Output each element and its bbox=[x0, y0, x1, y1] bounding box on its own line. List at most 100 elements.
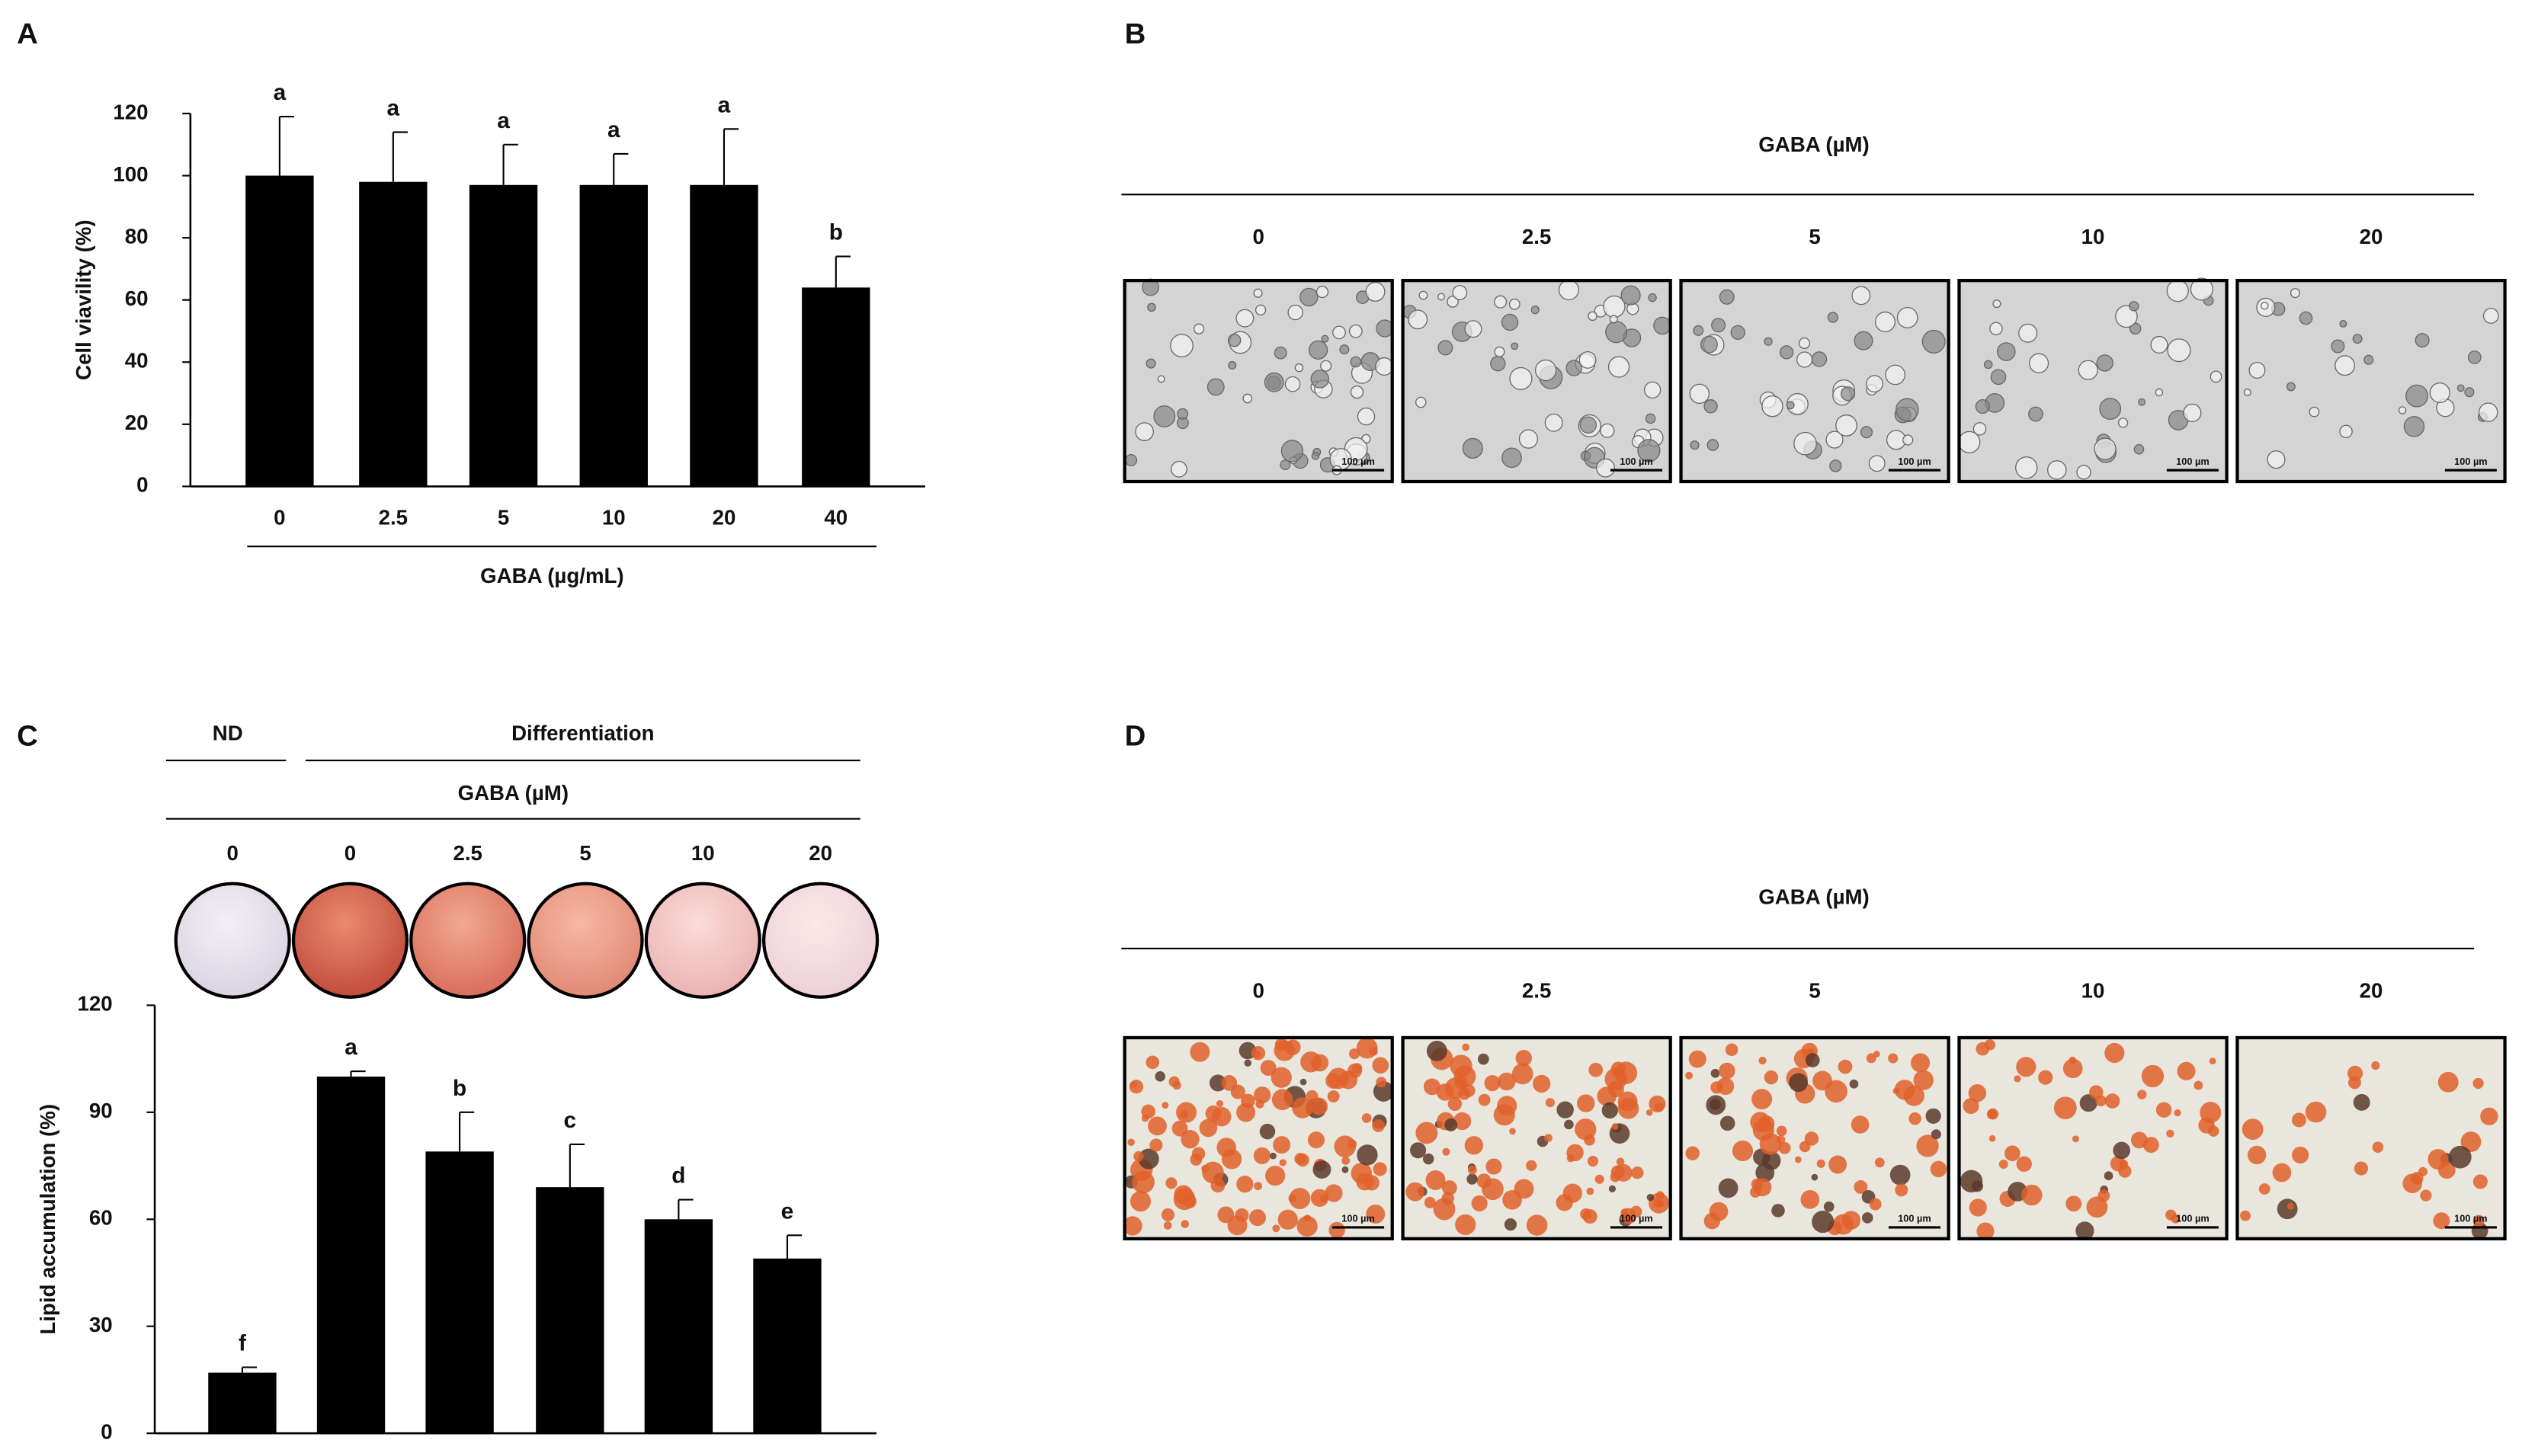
cell bbox=[2097, 1189, 2110, 1202]
cell bbox=[1608, 1185, 1617, 1192]
cell bbox=[1165, 1177, 1178, 1189]
cell bbox=[1508, 298, 1521, 310]
y-tick-label: 100 bbox=[113, 162, 148, 186]
cell bbox=[1341, 1166, 1349, 1173]
y-tick-label: 80 bbox=[125, 224, 149, 248]
cell bbox=[2104, 1171, 2113, 1181]
cell bbox=[1415, 1122, 1438, 1144]
significance-letter: a bbox=[387, 96, 400, 121]
cell bbox=[1657, 1200, 1665, 1208]
cell bbox=[1328, 1067, 1349, 1090]
cell bbox=[1300, 1051, 1322, 1073]
cell bbox=[2177, 1061, 2196, 1080]
cell bbox=[1494, 295, 1508, 309]
cell bbox=[2078, 360, 2098, 380]
cell bbox=[1209, 1074, 1227, 1092]
cell bbox=[1348, 324, 1363, 338]
cell bbox=[1854, 1180, 1868, 1194]
cell bbox=[1511, 1063, 1533, 1085]
cell bbox=[2166, 1129, 2174, 1138]
cell bbox=[2460, 1131, 2482, 1153]
cell bbox=[1259, 1123, 1276, 1140]
cell bbox=[1730, 325, 1745, 341]
scale-bar-label: 100 µm bbox=[1341, 456, 1375, 467]
well-label: 5 bbox=[579, 841, 591, 865]
cell bbox=[1588, 1062, 1604, 1077]
cell bbox=[1216, 1138, 1236, 1157]
cell bbox=[1270, 1152, 1277, 1160]
cell bbox=[1375, 357, 1394, 376]
group-label: ND bbox=[213, 721, 243, 744]
cell bbox=[2242, 1118, 2264, 1141]
cell bbox=[1866, 375, 1883, 393]
scale-bar-label: 100 µm bbox=[1620, 1213, 1653, 1224]
cell bbox=[1854, 331, 1873, 350]
x-tick-label: 0 bbox=[274, 505, 285, 529]
micrograph-frame bbox=[1679, 279, 1950, 484]
cell bbox=[1509, 1128, 1516, 1135]
cell bbox=[2267, 450, 2286, 469]
cell bbox=[2405, 384, 2428, 408]
cell bbox=[2467, 350, 2482, 364]
column-label: 0 bbox=[1252, 979, 1264, 1003]
cell bbox=[1174, 1185, 1194, 1205]
cell bbox=[1292, 1097, 1313, 1118]
cell bbox=[2174, 1109, 2181, 1117]
cell bbox=[1303, 1214, 1311, 1222]
cell bbox=[2018, 323, 2038, 343]
cell bbox=[2398, 406, 2407, 414]
cell bbox=[1332, 325, 1346, 340]
column-label: 10 bbox=[2081, 225, 2105, 248]
cell bbox=[1274, 346, 1287, 360]
cell bbox=[1132, 1170, 1155, 1194]
cell bbox=[1425, 1170, 1446, 1190]
micrograph: 100 µm bbox=[2235, 279, 2507, 484]
column-label: 20 bbox=[2360, 225, 2383, 248]
x-tick-label: 5 bbox=[498, 505, 509, 529]
error-bar bbox=[678, 1198, 694, 1220]
cell bbox=[1511, 342, 1519, 350]
cell bbox=[1786, 401, 1795, 410]
panel-title: GABA (µM) bbox=[1758, 133, 1869, 156]
cell bbox=[2190, 277, 2213, 301]
cell bbox=[1228, 360, 1237, 370]
cell bbox=[1130, 1191, 1151, 1212]
cell bbox=[2464, 387, 2475, 398]
cell bbox=[2403, 416, 2425, 437]
cell bbox=[1327, 1090, 1340, 1102]
cell bbox=[1620, 285, 1641, 306]
cell bbox=[1997, 342, 2016, 361]
cell bbox=[1464, 320, 1482, 338]
cell bbox=[2331, 339, 2345, 354]
cell bbox=[1299, 287, 1319, 307]
cell bbox=[1288, 1194, 1296, 1203]
cell bbox=[1280, 459, 1291, 471]
cell bbox=[1823, 1201, 1835, 1212]
cell bbox=[1655, 1191, 1665, 1200]
cell bbox=[1123, 1216, 1142, 1236]
cell bbox=[2402, 1173, 2423, 1194]
cell bbox=[1509, 366, 1533, 390]
cell bbox=[1501, 313, 1519, 331]
cell bbox=[1289, 1188, 1311, 1210]
cell bbox=[2352, 334, 2363, 344]
scale-bar-label: 100 µm bbox=[2176, 456, 2210, 467]
cell bbox=[1709, 1202, 1729, 1221]
cell bbox=[1155, 1071, 1165, 1082]
cell bbox=[2166, 280, 2189, 302]
micrograph-frame bbox=[1957, 1035, 2229, 1240]
cell bbox=[1369, 1047, 1378, 1056]
well-label: 20 bbox=[809, 841, 832, 865]
cell bbox=[1987, 1108, 1999, 1120]
cell bbox=[1373, 1162, 1387, 1176]
cell bbox=[1253, 288, 1263, 298]
cell bbox=[2086, 1196, 2108, 1218]
y-axis-label: Cell viavility (%) bbox=[72, 219, 95, 380]
cell bbox=[1265, 1166, 1286, 1186]
cell bbox=[1148, 1116, 1167, 1136]
cell bbox=[1719, 1115, 1735, 1131]
cell bbox=[1631, 1166, 1644, 1179]
cell bbox=[1217, 1206, 1235, 1224]
group-label: GABA (µM) bbox=[458, 781, 569, 805]
scale-bar-label: 100 µm bbox=[1898, 456, 1931, 467]
